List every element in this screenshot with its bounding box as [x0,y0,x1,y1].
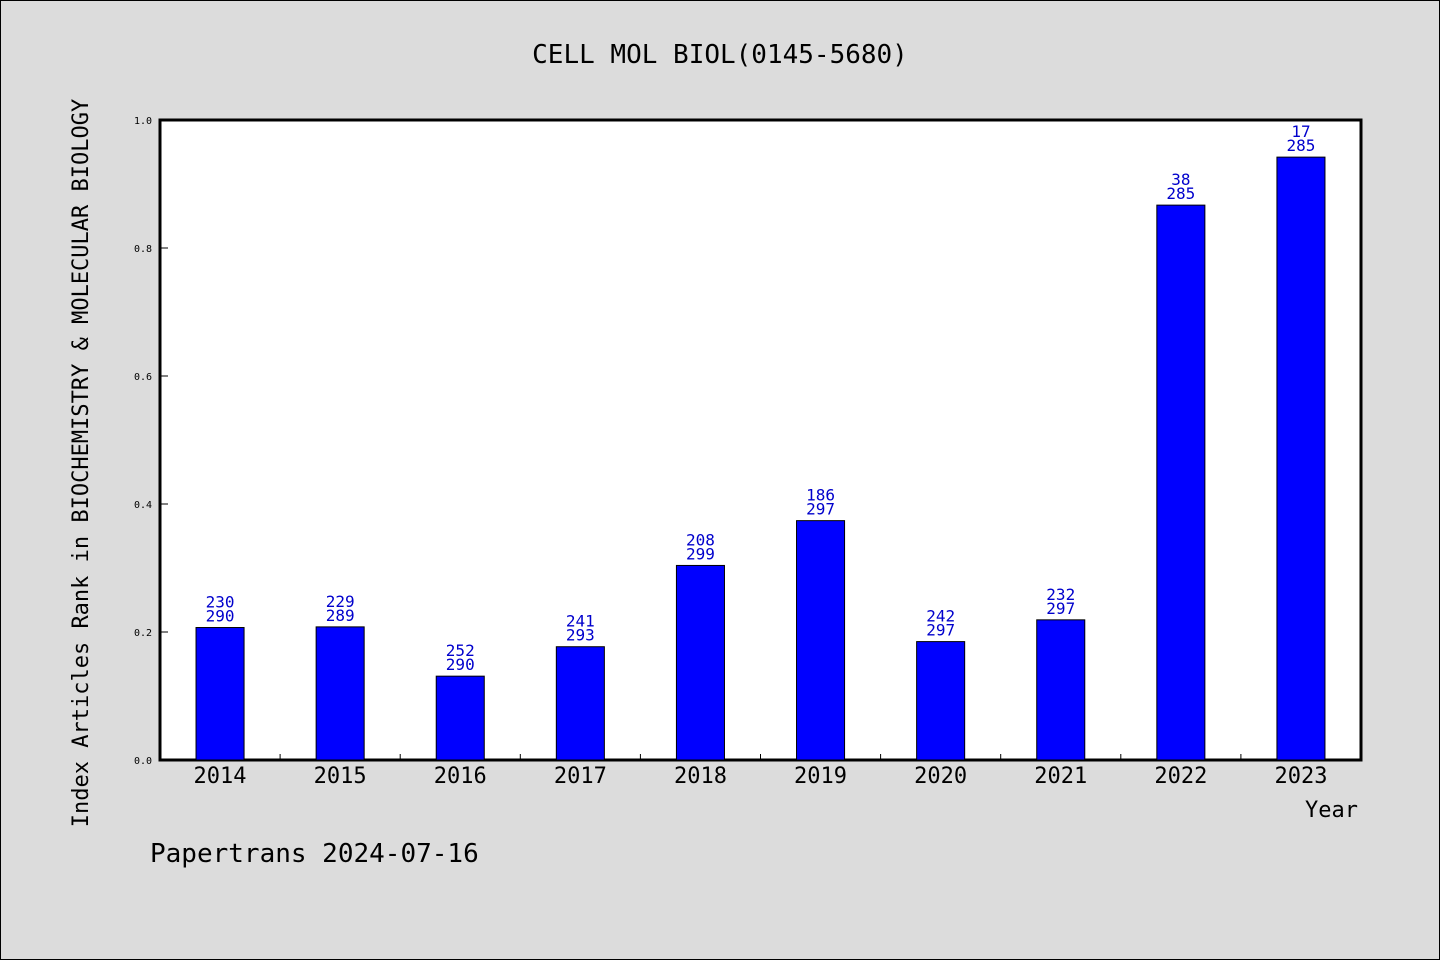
x-axis: 2014 2015 2016 2017 2018 2019 2020 2021 2022 2023 [194,754,1327,789]
bar-2015 [315,626,365,761]
bar-rank-label: 38 [1171,170,1190,189]
bar-2021 [1036,619,1086,761]
bar-total-label: 299 [686,544,715,563]
bar-rank-label: 252 [446,641,475,660]
bar-total-label: 297 [1046,599,1075,618]
y-axis-label: Index Articles Rank in BIOCHEMISTRY & MO… [69,99,94,827]
x-tick-label: 2021 [1034,764,1087,789]
x-tick-label: 2017 [554,764,607,789]
bar-rank-label: 230 [206,593,235,612]
y-tick-label: 0.6 [134,372,152,383]
y-tick-label: 0.4 [134,500,152,511]
chart-title: CELL MOL BIOL(0145-5680) [532,40,908,70]
bar-rank-label: 241 [566,612,595,631]
bar-rank-label: 229 [326,592,355,611]
bar-rank-label: 17 [1291,122,1310,141]
y-tick-label: 1.0 [134,116,152,127]
y-tick-label: 0.8 [134,244,152,255]
bar-2014 [195,627,245,761]
x-tick-label: 2020 [914,764,967,789]
bar-total-label: 297 [926,621,955,640]
bar-2020 [916,641,966,761]
bar-total-label: 293 [566,626,595,645]
bar-total-label: 285 [1166,184,1195,203]
x-tick-label: 2023 [1274,764,1327,789]
bar-2016 [435,675,485,761]
bar-total-label: 290 [206,607,235,626]
x-tick-label: 2019 [794,764,847,789]
x-tick-label: 2015 [314,764,367,789]
y-tick-label: 0.0 [134,756,152,767]
bar-rank-label: 186 [806,486,835,505]
bar-2019 [796,520,846,761]
bar-rank-label: 232 [1046,585,1075,604]
x-tick-label: 2022 [1154,764,1207,789]
bar-total-label: 290 [446,655,475,674]
y-tick-label: 0.2 [134,628,152,639]
x-tick-label: 2014 [194,764,247,789]
bars: 2302902292892522902412932082991862972422… [195,122,1326,761]
x-axis-label: Year [1305,798,1358,823]
bar-total-label: 289 [326,606,355,625]
footer-text: Papertrans 2024-07-16 [150,839,479,869]
x-tick-label: 2016 [434,764,487,789]
bar-2023 [1276,156,1326,761]
bar-2017 [555,646,605,761]
bar-rank-label: 242 [926,607,955,626]
bar-total-label: 297 [806,500,835,519]
y-axis: 0.0 0.2 0.4 0.6 0.8 1.0 [134,116,168,767]
x-tick-label: 2018 [674,764,727,789]
bar-rank-label: 208 [686,530,715,549]
bar-2022 [1156,204,1206,761]
bar-2018 [675,564,725,761]
bar-total-label: 285 [1286,136,1315,155]
